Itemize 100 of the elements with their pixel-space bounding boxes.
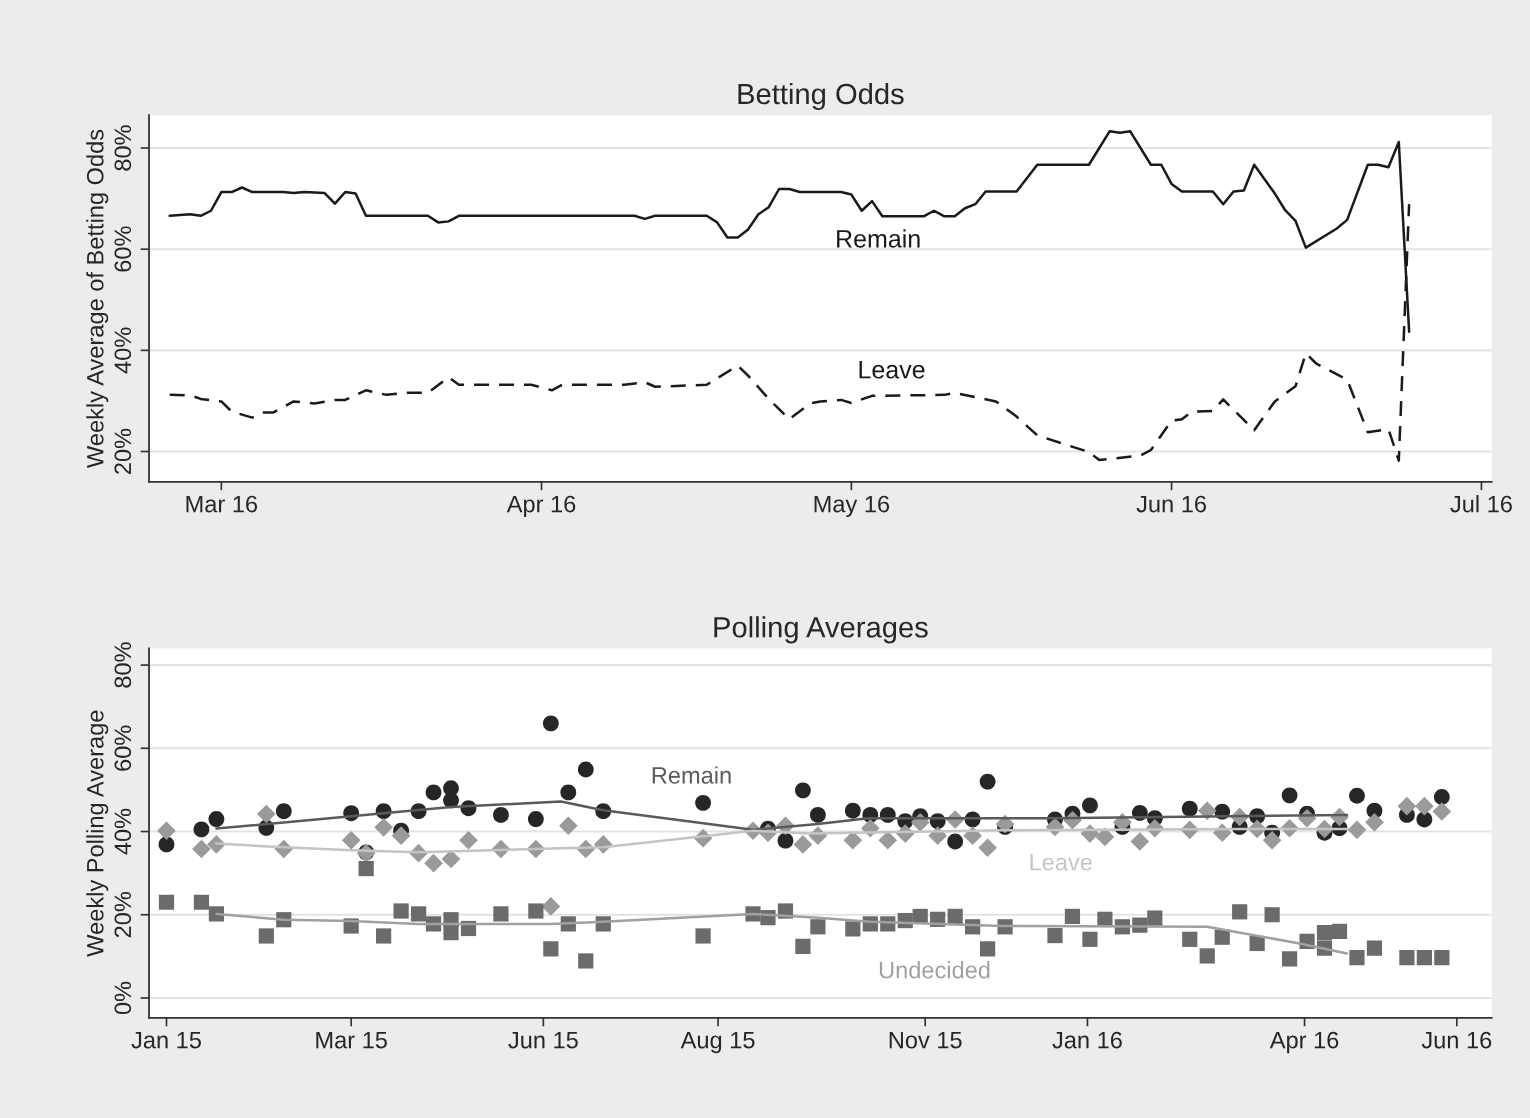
point [1147,910,1163,926]
point [1249,935,1265,952]
point [358,860,374,877]
point [980,941,996,957]
point [1415,796,1434,816]
x-tick-label: Nov 15 [889,1032,962,1049]
point [393,903,409,919]
point [1047,927,1063,944]
series-label: Remain [837,229,920,248]
x-tick-label: Jan 16 [1052,1031,1122,1049]
point [275,803,292,820]
point [809,806,826,823]
x-tick-label: Jun 16 [1421,1031,1492,1049]
y-tick-label: 80% [114,642,132,688]
chart-title: Betting Odds [738,82,904,111]
point [541,897,561,916]
point [878,830,898,850]
x-tick-label: Jul 16 [1450,495,1512,513]
point [1182,931,1198,947]
point [493,806,509,823]
point [578,953,594,969]
point [391,826,411,845]
point [1416,950,1432,966]
x-tick-label: May 16 [814,495,890,518]
series-label: Leave [1030,854,1092,871]
point [1433,789,1450,805]
point [208,906,225,922]
y-tick-label: 60% [114,725,132,771]
point [1095,827,1115,847]
series-label: Undecided [879,961,990,979]
point [493,906,509,922]
y-tick-label: 20% [114,428,132,474]
point [793,835,813,854]
point [208,811,225,827]
point [1434,950,1450,966]
y-tick-label: 60% [114,226,132,272]
point [459,830,478,850]
point [979,773,996,790]
point [542,715,559,732]
point [157,821,176,841]
point [559,816,578,836]
point [844,802,861,819]
point [1082,931,1098,947]
point [376,928,392,944]
x-tick-label: Jun 16 [1136,495,1206,513]
point [1281,951,1298,967]
point [1432,802,1452,821]
point [1082,797,1098,814]
point [1214,929,1230,945]
point [193,821,210,838]
point [424,853,443,873]
point [1281,787,1298,804]
x-tick-label: Jan 15 [131,1032,201,1049]
y-tick-label: 40% [114,808,132,855]
point [158,894,175,910]
x-tick-label: Jun 15 [508,1032,578,1049]
point [1366,940,1383,956]
point [947,908,963,925]
x-tick-label: Apr 16 [506,495,576,518]
chart-title: Polling Averages [714,616,928,644]
point [1316,925,1333,941]
x-tick-label: Mar 16 [186,495,258,513]
point [543,941,559,957]
point [1416,811,1433,828]
point [257,804,276,824]
point [193,894,210,910]
point [947,833,964,850]
point [341,830,361,850]
point [1232,904,1248,920]
point [810,919,826,935]
point [1399,950,1415,966]
point [527,811,544,827]
point [1064,908,1081,925]
point [795,938,811,954]
y-tick-label: 80% [114,125,132,171]
point [1397,796,1417,816]
point [577,761,594,778]
point [1349,787,1365,804]
series-label: Leave [859,361,925,379]
point [560,784,577,801]
point [978,838,997,858]
x-tick-label: Mar 15 [316,1032,387,1049]
series-label: Remain [652,766,731,784]
point [425,784,442,801]
x-tick-label: Aug 15 [680,1032,755,1054]
point [695,928,711,944]
point [410,906,427,922]
point [374,818,393,837]
point [1264,907,1280,923]
point [1347,820,1367,840]
point [443,925,459,941]
point [1365,813,1384,832]
point [777,832,794,849]
point [258,928,274,944]
y-tick-label: 20% [114,891,132,938]
point [1262,830,1282,850]
point [795,782,811,799]
point [1181,800,1198,817]
y-tick-label: 0% [114,981,132,1015]
point [1130,832,1150,851]
